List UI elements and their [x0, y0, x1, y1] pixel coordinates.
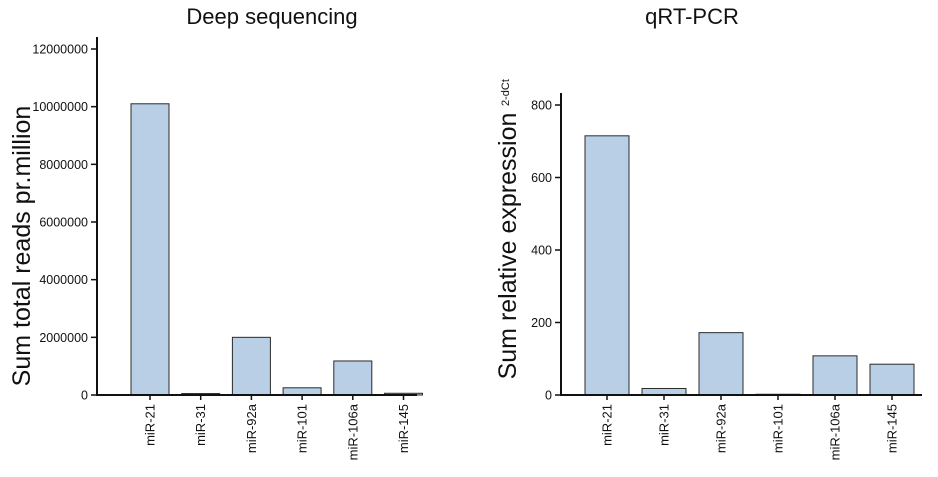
- qrt-pcr-y-tick-label: 200: [531, 316, 552, 330]
- deep-sequencing-y-tick-label: 4000000: [39, 273, 88, 287]
- deep-sequencing-bar-mir-106a: [333, 360, 373, 396]
- deep-sequencing-x-tick-label: miR-101: [295, 404, 310, 453]
- qrt-pcr-y-tick-label: 400: [531, 244, 552, 258]
- deep-sequencing-x-tick-label: miR-31: [193, 404, 208, 446]
- deep-sequencing-y-tick-label: 0: [81, 389, 88, 403]
- deep-sequencing-chart: Deep sequencing Sum total reads pr.millio…: [8, 4, 423, 460]
- qrt-pcr-y-axis-superscript: 2-dCt: [500, 79, 512, 106]
- qrt-pcr-x-tick-label: miR-101: [771, 404, 786, 453]
- deep-sequencing-x-tick-label: miR-145: [396, 404, 411, 453]
- deep-sequencing-bar-mir-21: [130, 103, 170, 396]
- qrt-pcr-x-tick-label: miR-106a: [828, 403, 843, 460]
- qrt-pcr-chart: qRT-PCR Sum relative expression 2-dCt 0 200 4…: [494, 4, 922, 460]
- qrt-pcr-y-tick-label: 600: [531, 171, 552, 185]
- qrt-pcr-y-axis-label: Sum relative expression: [494, 113, 522, 380]
- deep-sequencing-x-tick-label: miR-106a: [345, 403, 360, 460]
- qrt-pcr-bar-mir-92a: [698, 332, 744, 396]
- deep-sequencing-y-tick-label: 6000000: [39, 216, 88, 230]
- qrt-pcr-y-tick-label: 0: [545, 389, 552, 403]
- deep-sequencing-x-tick-label: miR-21: [143, 404, 158, 446]
- deep-sequencing-x-tick-label: miR-92a: [244, 403, 259, 453]
- qrt-pcr-x-tick-label: miR-21: [600, 404, 615, 446]
- qrt-pcr-x-tick-label: miR-92a: [714, 403, 729, 453]
- qrt-pcr-bar-mir-145: [869, 363, 915, 396]
- qrt-pcr-bar-mir-106a: [812, 355, 858, 396]
- deep-sequencing-y-tick-label: 2000000: [39, 331, 88, 345]
- deep-sequencing-title: Deep sequencing: [186, 4, 357, 29]
- deep-sequencing-y-axis-label: Sum total reads pr.million: [8, 106, 36, 387]
- qrt-pcr-x-tick-label: miR-31: [657, 404, 672, 446]
- deep-sequencing-bar-mir-101: [282, 387, 322, 396]
- deep-sequencing-y-tick-label: 10000000: [32, 100, 88, 114]
- qrt-pcr-bar-mir-21: [584, 135, 630, 396]
- qrt-pcr-y-tick-label: 800: [531, 99, 552, 113]
- qrt-pcr-x-tick-label: miR-145: [885, 404, 900, 453]
- deep-sequencing-bar-mir-92a: [231, 336, 271, 396]
- deep-sequencing-y-tick-label: 12000000: [32, 43, 88, 57]
- qrt-pcr-title: qRT-PCR: [645, 4, 739, 29]
- deep-sequencing-y-tick-label: 8000000: [39, 158, 88, 172]
